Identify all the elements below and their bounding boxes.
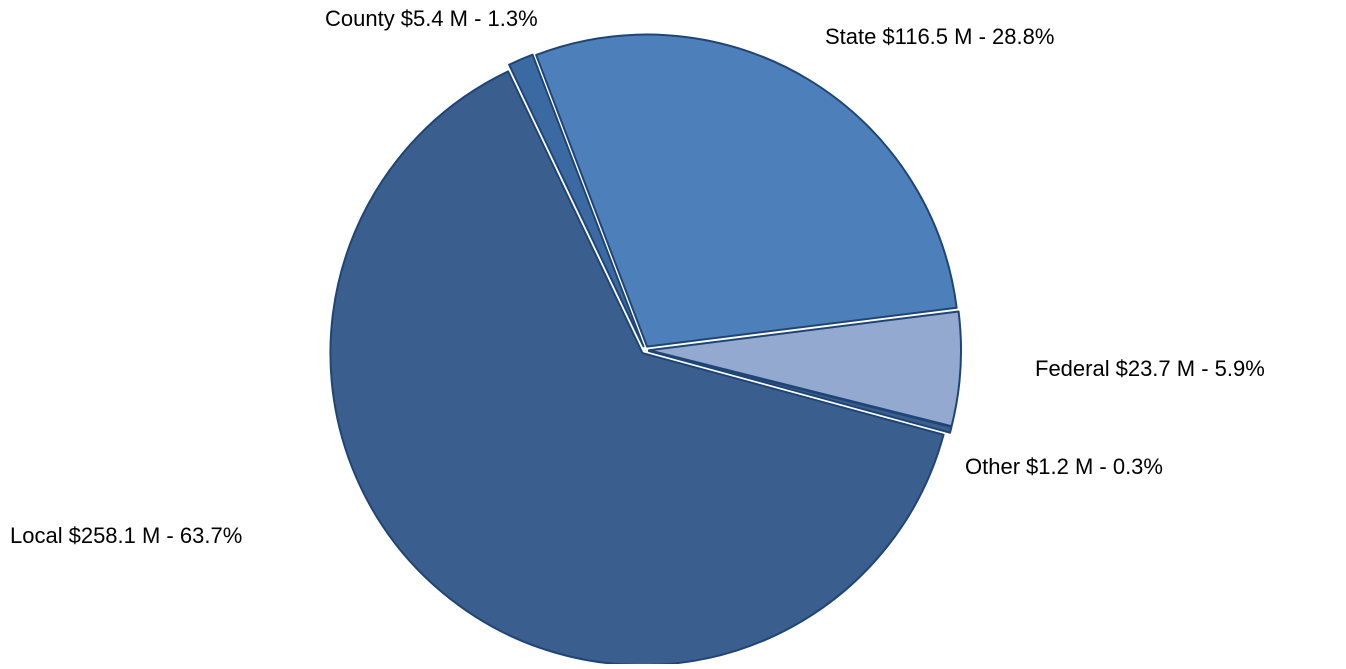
slice-label-value: $116.5 M - 28.8% — [882, 24, 1054, 49]
slice-label: County $5.4 M - 1.3% — [325, 6, 538, 31]
slice-label: Local $258.1 M - 63.7% — [10, 523, 242, 548]
slice-label: State $116.5 M - 28.8% — [825, 24, 1054, 49]
slice-label-category: Other — [965, 454, 1020, 479]
slice-label-category: Local — [10, 523, 63, 548]
pie-slice — [647, 350, 953, 434]
slice-label-category: State — [825, 24, 876, 49]
slice-label-value: $5.4 M - 1.3% — [401, 6, 538, 31]
slice-label: Other $1.2 M - 0.3% — [965, 454, 1163, 479]
slice-label-value: $1.2 M - 0.3% — [1026, 454, 1163, 479]
slice-label: Federal $23.7 M - 5.9% — [1035, 356, 1265, 381]
slice-label-category: County — [325, 6, 395, 31]
pie-slice — [535, 33, 958, 348]
pie-slice — [508, 53, 645, 348]
pie-slice — [329, 70, 945, 667]
slice-label-category: Federal — [1035, 356, 1110, 381]
slice-label-value: $258.1 M - 63.7% — [69, 523, 243, 548]
slice-label-value: $23.7 M - 5.9% — [1116, 356, 1265, 381]
